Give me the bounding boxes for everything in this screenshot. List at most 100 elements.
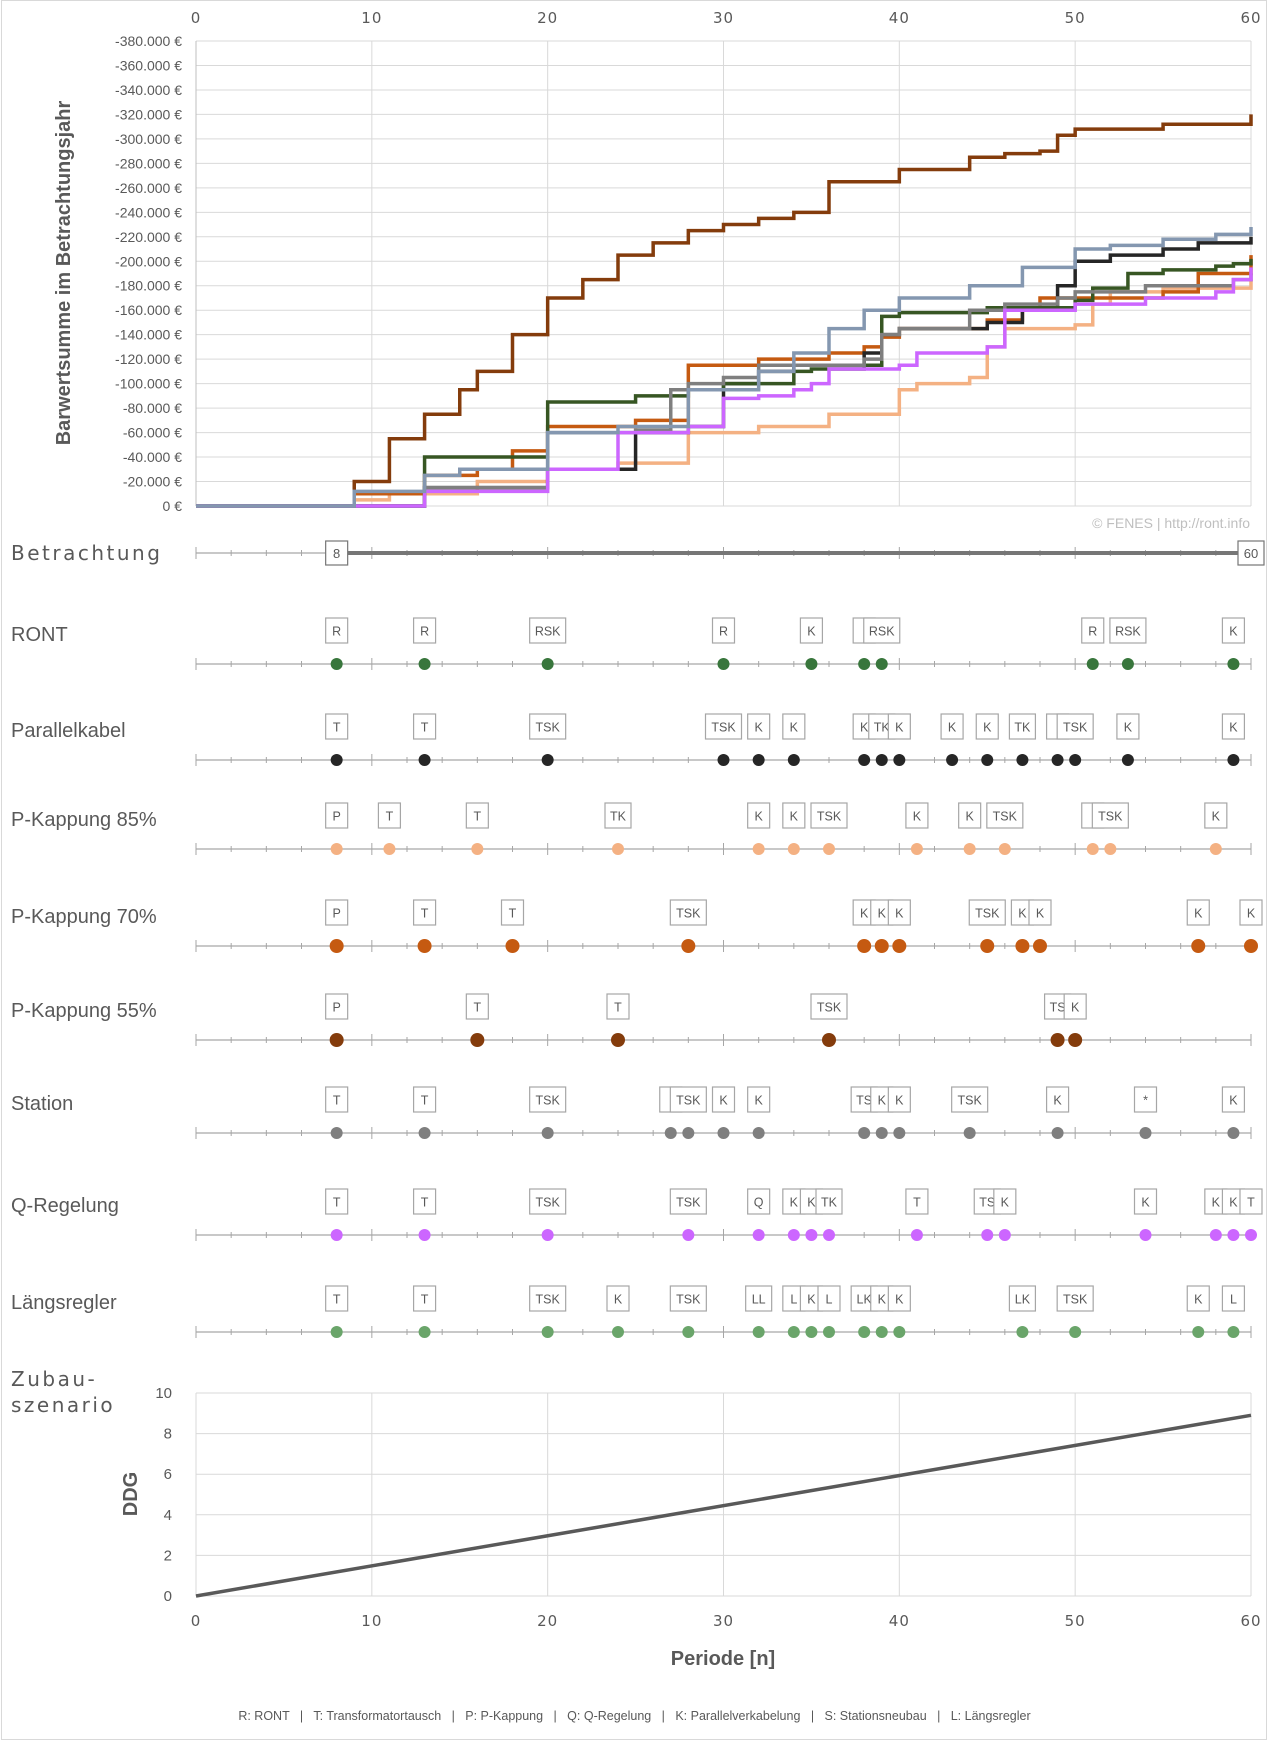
event-label-box (606, 1285, 630, 1312)
event-marker (963, 1127, 976, 1139)
event-label-box (1221, 713, 1246, 740)
event-label-box (975, 713, 999, 740)
event-label-box (863, 617, 901, 644)
event-label-box (986, 802, 1024, 829)
event-label: T (333, 1094, 341, 1108)
event-label: Q (754, 1196, 764, 1210)
x-tick-label: 20 (537, 1612, 558, 1630)
event-marker (418, 1326, 431, 1338)
event-marker (383, 843, 396, 855)
y-tick-label: -340.000 € (115, 82, 182, 98)
event-label: P (332, 1001, 340, 1015)
event-marker (330, 1326, 343, 1338)
event-label-box (958, 802, 982, 829)
event-label-box (412, 713, 437, 740)
event-label: TSK (711, 721, 736, 735)
event-marker (1121, 754, 1134, 766)
event-label-box (412, 1086, 437, 1113)
event-label: TSK (1098, 810, 1123, 824)
event-marker (329, 939, 344, 953)
event-marker (752, 843, 765, 855)
event-marker (541, 1326, 554, 1338)
event-label-box (810, 802, 848, 829)
event-label: K (1247, 907, 1256, 921)
event-marker (612, 843, 624, 855)
row-label: Parallelkabel (11, 720, 126, 742)
event-label: TK (821, 1196, 838, 1210)
event-label-box (747, 802, 771, 829)
event-marker (893, 1127, 906, 1139)
event-label: TSK (536, 1196, 561, 1210)
series-line (196, 267, 1253, 508)
event-label: TSK (1063, 721, 1088, 735)
y-tick-label: -80.000 € (123, 400, 182, 416)
event-label: K (1229, 1094, 1238, 1108)
series-line (196, 114, 1253, 508)
event-label: K (1212, 810, 1221, 824)
event-marker (858, 1326, 871, 1338)
event-marker (1086, 843, 1099, 855)
timeline-row: P-Kappung 55% P T T TSK TS K (11, 993, 1252, 1047)
event-label: TS (856, 1094, 872, 1108)
event-marker (1209, 843, 1222, 855)
event-label: TS (979, 1196, 995, 1210)
event-marker (682, 1229, 695, 1241)
row-label: P-Kappung 55% (11, 1000, 157, 1022)
event-label: R (719, 625, 728, 639)
event-label-box (810, 993, 848, 1020)
event-label-box (325, 993, 349, 1020)
event-marker (752, 1229, 765, 1241)
event-label-box (1063, 993, 1087, 1020)
event-marker (893, 754, 906, 766)
zubau-title: Zubau- (11, 1367, 97, 1391)
event-label: K (790, 810, 799, 824)
event-label: K (895, 1293, 904, 1307)
event-marker (752, 754, 765, 766)
event-label: K (790, 721, 799, 735)
event-label: K (895, 721, 904, 735)
event-label: T (333, 1293, 341, 1307)
event-label: TSK (817, 810, 842, 824)
event-marker (1016, 754, 1029, 766)
zubau-chart: Zubau-szenario 0 2 4 6 8 10 0 10 20 30 40 50 60 DDG Per… (11, 1367, 1261, 1670)
event-marker (471, 843, 484, 855)
event-label: T (386, 810, 394, 824)
event-label-box (325, 1086, 349, 1113)
event-label: T (421, 907, 429, 921)
event-label-box (529, 1285, 567, 1312)
event-marker (875, 658, 888, 670)
event-label-box (412, 1188, 437, 1215)
event-label-box (325, 899, 349, 926)
series-line (196, 227, 1253, 508)
event-label-box (747, 1188, 771, 1215)
event-label: K (860, 721, 869, 735)
event-marker (330, 754, 343, 766)
event-label: R (1088, 625, 1097, 639)
event-marker (857, 939, 872, 953)
event-marker (664, 1127, 677, 1139)
event-label-box (782, 802, 806, 829)
range-handle-label: 8 (333, 546, 340, 561)
event-label-box (669, 899, 707, 926)
event-marker (998, 1229, 1011, 1241)
event-label-box (968, 899, 1006, 926)
event-marker (1050, 1033, 1065, 1047)
event-label-box (887, 1285, 911, 1312)
y-tick-label: -120.000 € (115, 351, 182, 367)
event-label: LK (857, 1293, 873, 1307)
event-marker (1016, 1326, 1029, 1338)
event-label: T (1247, 1196, 1255, 1210)
event-label-box (747, 713, 771, 740)
event-label: K (719, 1094, 728, 1108)
event-label-box (1116, 713, 1140, 740)
event-marker (717, 754, 730, 766)
event-marker (752, 1326, 765, 1338)
event-marker (875, 1326, 888, 1338)
barwert-chart: 0 € -20.000 € -40.000 € -60.000 € -80.000 € -… (53, 9, 1261, 531)
event-marker (1227, 1127, 1240, 1139)
y-tick-label: -20.000 € (123, 474, 182, 490)
event-label: R (332, 625, 341, 639)
event-marker (823, 843, 835, 855)
y-tick-label: 8 (164, 1426, 172, 1443)
